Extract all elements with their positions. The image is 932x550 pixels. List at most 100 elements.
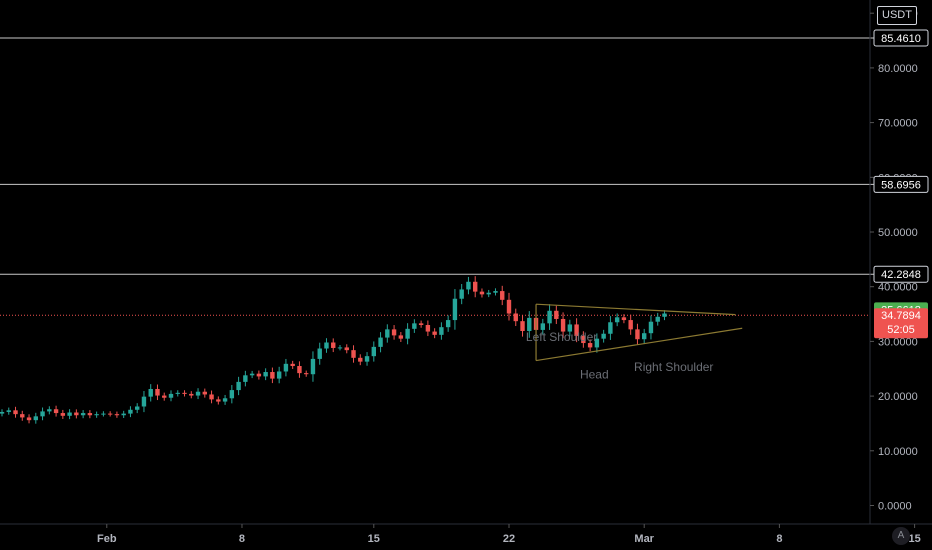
candle-body xyxy=(601,333,606,339)
pattern-label: Left Shoulder xyxy=(526,330,597,344)
candle-body xyxy=(500,291,505,300)
time-tick-label: 8 xyxy=(239,533,245,545)
candle-body xyxy=(53,409,59,414)
candle-body xyxy=(418,323,424,325)
candle-body xyxy=(168,393,174,398)
price-tick-label: 40.0000 xyxy=(878,282,918,294)
candle-body xyxy=(614,317,620,323)
candle-body xyxy=(20,414,25,418)
time-tick-label: 15 xyxy=(368,533,380,545)
candle-body xyxy=(378,337,383,347)
candle-body xyxy=(608,322,613,334)
candle-body xyxy=(6,410,11,412)
candle-body xyxy=(270,372,275,379)
candle-body xyxy=(344,347,349,351)
candle-body xyxy=(317,348,322,359)
price-tick-label: 30.0000 xyxy=(878,336,918,348)
candle-body xyxy=(202,391,207,395)
candle-body xyxy=(60,413,66,416)
last-price-tag xyxy=(874,308,928,339)
auto-scale-button[interactable]: A xyxy=(892,527,910,545)
candle-body xyxy=(520,321,525,332)
candle-body xyxy=(662,313,667,317)
horizontal-levels xyxy=(0,37,880,316)
pattern-label: Head xyxy=(580,368,609,382)
candle-body xyxy=(324,342,329,349)
level-tag-box xyxy=(873,265,929,283)
candle-body xyxy=(87,413,93,416)
candle-body xyxy=(513,313,518,322)
candle-body xyxy=(121,413,126,416)
candle-body xyxy=(452,298,458,321)
candle-body xyxy=(229,390,235,399)
candle-body xyxy=(26,417,32,421)
candle-body xyxy=(405,328,410,339)
candle-body xyxy=(642,333,647,340)
candle-body xyxy=(276,371,282,379)
candle-body xyxy=(94,414,99,416)
candle-body xyxy=(567,324,573,332)
candle-body xyxy=(587,343,593,348)
candle-body xyxy=(432,331,437,335)
candle-body xyxy=(486,292,491,295)
candle-body xyxy=(310,358,316,375)
candle-body xyxy=(445,320,451,328)
candlestick-series xyxy=(0,276,667,424)
candle-body xyxy=(594,338,600,348)
price-tick-label: 20.0000 xyxy=(878,391,918,403)
candle-body xyxy=(425,324,431,332)
candle-body xyxy=(337,347,343,349)
candle-body xyxy=(101,413,106,415)
candle-body xyxy=(135,406,140,410)
level-tag-label: 85.4610 xyxy=(881,33,921,45)
candle-body xyxy=(439,327,444,335)
candle-body xyxy=(249,373,255,376)
currency-selector[interactable]: USDT xyxy=(877,6,917,25)
time-axis[interactable]: Feb 8 15 22 Mar 8 15 xyxy=(0,523,932,545)
candle-body xyxy=(155,388,160,396)
trendline xyxy=(535,327,743,362)
candle-body xyxy=(459,289,464,299)
candle-body xyxy=(13,410,18,415)
candle-body xyxy=(364,356,370,362)
candle-body xyxy=(74,412,79,416)
candle-body xyxy=(635,329,640,340)
candle-body xyxy=(107,413,113,415)
candle-body xyxy=(473,281,478,292)
candle-body xyxy=(527,317,532,332)
candle-body xyxy=(40,411,45,417)
candle-body xyxy=(67,412,72,416)
candle-body xyxy=(33,416,38,421)
level-tag-box xyxy=(873,175,929,193)
candle-body xyxy=(385,329,390,338)
candle-body xyxy=(560,318,566,332)
candle-body xyxy=(148,388,153,397)
candle-body xyxy=(243,375,248,382)
candle-body xyxy=(256,373,262,377)
candle-body xyxy=(195,391,201,396)
time-tick-label: Feb xyxy=(97,533,117,545)
pattern-annotations: Left Shoulder Head Right Shoulder xyxy=(526,330,714,382)
candle-body xyxy=(263,372,268,377)
candle-body xyxy=(209,394,214,400)
candle-body xyxy=(236,381,241,391)
candle-body xyxy=(0,411,5,414)
price-tick-label: 50.0000 xyxy=(878,227,918,239)
candle-body xyxy=(493,291,498,293)
candle-body xyxy=(554,310,559,319)
candle-body xyxy=(297,366,302,374)
level-tag-box xyxy=(873,29,929,47)
level-tag-label: 42.2848 xyxy=(881,269,921,281)
candle-body xyxy=(581,335,586,344)
candle-body xyxy=(574,324,579,336)
level-tag-label: 58.6956 xyxy=(881,179,921,191)
candle-body xyxy=(412,323,417,329)
candle-body xyxy=(540,323,545,330)
last-price-label: 34.7894 xyxy=(881,310,921,322)
time-tick-label: Mar xyxy=(634,533,654,545)
pattern-label: Right Shoulder xyxy=(634,360,713,374)
candle-countdown: 52:05 xyxy=(887,324,915,336)
